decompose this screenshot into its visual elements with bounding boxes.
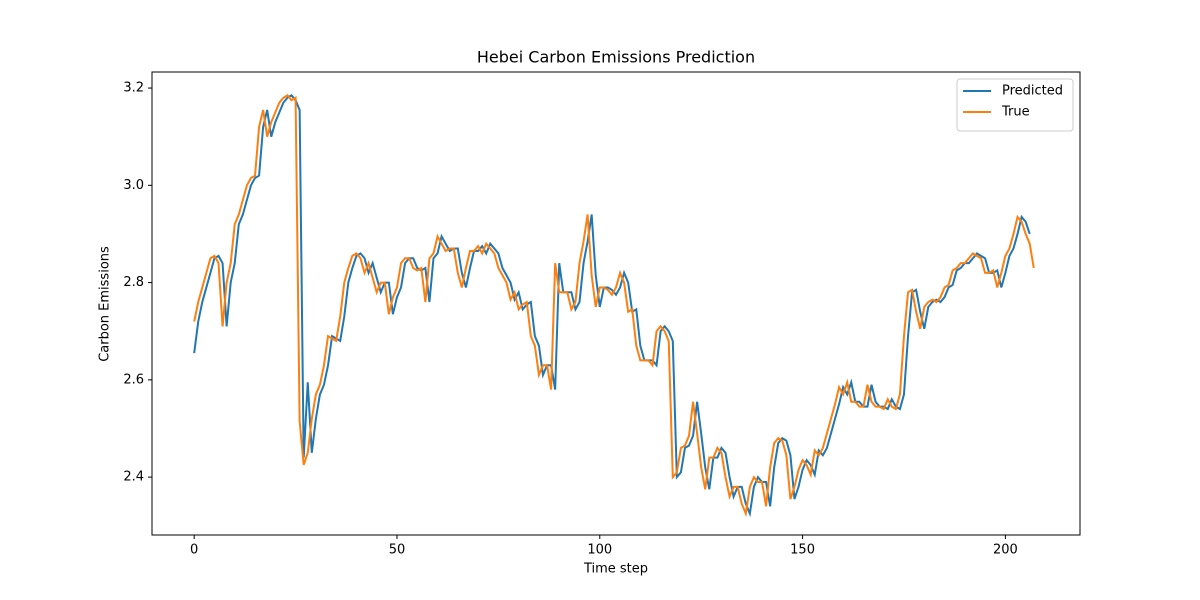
y-tick-label: 2.8 (123, 275, 144, 290)
legend-label: True (1001, 105, 1030, 120)
y-tick-label: 2.4 (123, 470, 144, 485)
y-tick-label: 2.6 (123, 372, 144, 387)
chart-title: Hebei Carbon Emissions Prediction (477, 48, 755, 67)
plot-area (193, 94, 1035, 518)
legend-label: Predicted (1002, 84, 1063, 99)
x-axis-label: Time step (583, 562, 648, 577)
x-tick-label: 200 (993, 543, 1018, 558)
x-tick-label: 100 (587, 543, 612, 558)
x-tick-label: 50 (389, 543, 406, 558)
x-tick-label: 150 (790, 543, 815, 558)
data-line (193, 94, 1035, 518)
y-tick-label: 3.0 (123, 178, 144, 193)
y-tick-label: 3.2 (123, 81, 144, 96)
x-tick-label: 0 (190, 543, 198, 558)
y-axis-label: Carbon Emissions (98, 246, 113, 362)
axes-frame (151, 71, 1081, 536)
